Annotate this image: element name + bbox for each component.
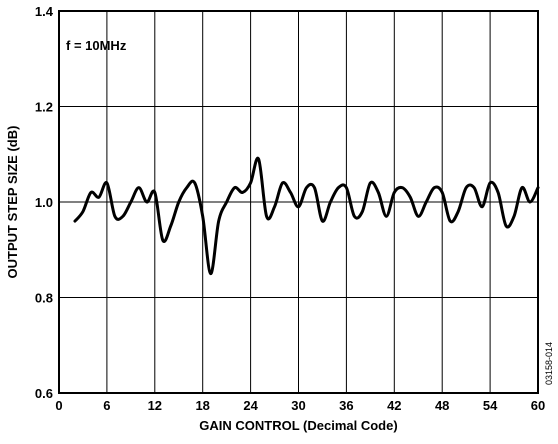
x-tick-label: 0 — [55, 398, 62, 413]
x-tick-label: 36 — [339, 398, 353, 413]
x-tick-label: 54 — [483, 398, 498, 413]
figure-code: 03158-014 — [544, 342, 554, 385]
y-tick-label: 0.8 — [35, 291, 53, 306]
frequency-annotation: f = 10MHz — [66, 38, 127, 53]
y-tick-label: 1.0 — [35, 195, 53, 210]
x-tick-label: 48 — [435, 398, 449, 413]
x-tick-label: 30 — [291, 398, 305, 413]
x-tick-label: 24 — [243, 398, 258, 413]
y-axis-label: OUTPUT STEP SIZE (dB) — [5, 126, 20, 279]
plot-frame — [58, 10, 539, 394]
y-tick-label: 1.2 — [35, 100, 53, 115]
x-tick-label: 42 — [387, 398, 401, 413]
x-tick-label: 60 — [531, 398, 545, 413]
x-tick-label: 18 — [195, 398, 209, 413]
y-tick-label: 0.6 — [35, 386, 53, 401]
y-tick-label: 1.4 — [35, 4, 54, 19]
y-axis-ticks: 0.6 0.8 1.0 1.2 1.4 — [35, 4, 54, 401]
series-line — [73, 156, 540, 276]
x-axis-ticks: 0 6 12 18 24 30 36 42 48 54 60 — [55, 398, 545, 413]
x-tick-label: 12 — [148, 398, 162, 413]
x-tick-label: 6 — [103, 398, 110, 413]
x-axis-label: GAIN CONTROL (Decimal Code) — [199, 418, 397, 433]
